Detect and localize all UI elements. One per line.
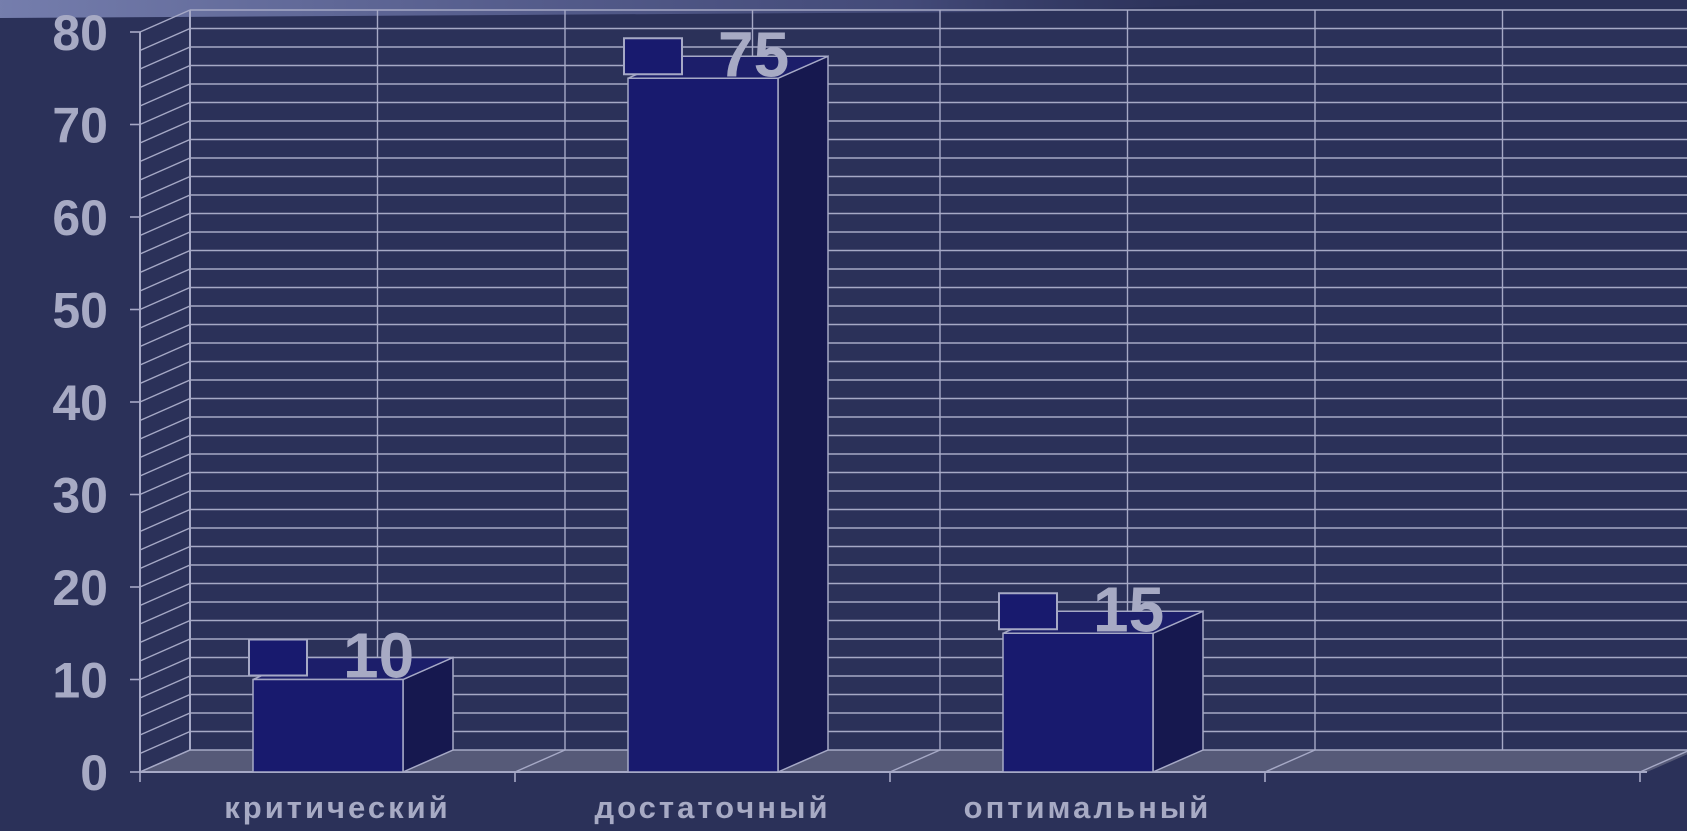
gridline-side — [140, 602, 190, 624]
bar — [628, 78, 778, 772]
gridline-side — [140, 658, 190, 680]
gridline-side — [140, 232, 190, 254]
y-tick-label: 80 — [52, 5, 108, 61]
gridline-side — [140, 695, 190, 717]
gridline-side — [140, 399, 190, 421]
gridline-side — [140, 380, 190, 402]
gridline-side — [140, 491, 190, 513]
gridline-side — [140, 47, 190, 69]
gridline-side — [140, 195, 190, 217]
data-label-key-icon — [999, 593, 1057, 629]
gridline-side — [140, 528, 190, 550]
bar — [253, 680, 403, 773]
y-tick-label: 20 — [52, 560, 108, 616]
y-tick-label: 0 — [80, 745, 108, 801]
gridline-side — [140, 269, 190, 291]
gridline-side — [140, 140, 190, 162]
gridline-side — [140, 158, 190, 180]
bar-side — [778, 56, 828, 772]
gridline-side — [140, 732, 190, 754]
y-tick-label: 10 — [52, 653, 108, 709]
x-category-label: оптимальный — [964, 790, 1212, 825]
gridline-side — [140, 639, 190, 661]
gridline-side — [140, 306, 190, 328]
gridline-side — [140, 621, 190, 643]
gridline-side — [140, 121, 190, 143]
y-tick-label: 70 — [52, 98, 108, 154]
gridline-side — [140, 214, 190, 236]
gridline-side — [140, 584, 190, 606]
gridline-side — [140, 713, 190, 735]
gridline-side — [140, 177, 190, 199]
gridline-side — [140, 676, 190, 698]
data-label-key-icon — [249, 640, 307, 676]
gridline-side — [140, 66, 190, 88]
data-label: 10 — [343, 620, 414, 692]
x-category-label: достаточный — [594, 790, 830, 825]
gridline-side — [140, 362, 190, 384]
header-decoration — [0, 0, 1300, 18]
gridline-side — [140, 288, 190, 310]
data-label: 15 — [1093, 573, 1164, 645]
gridline-side — [140, 454, 190, 476]
gridline-side — [140, 84, 190, 106]
gridline-side — [140, 547, 190, 569]
gridline-side — [140, 325, 190, 347]
gridline-side — [140, 103, 190, 125]
gridline-side — [140, 251, 190, 273]
y-tick-label: 40 — [52, 375, 108, 431]
gridline-side — [140, 343, 190, 365]
y-tick-label: 30 — [52, 468, 108, 524]
gridline-side — [140, 473, 190, 495]
gridline-side — [140, 565, 190, 587]
gridline-side — [140, 29, 190, 51]
data-label-key-icon — [624, 38, 682, 74]
gridline-side — [140, 417, 190, 439]
gridline-side — [140, 436, 190, 458]
bar — [1003, 633, 1153, 772]
x-category-label: критический — [224, 790, 450, 825]
y-tick-label: 50 — [52, 283, 108, 339]
data-label: 75 — [718, 18, 789, 90]
gridline-side — [140, 510, 190, 532]
y-tick-label: 60 — [52, 190, 108, 246]
